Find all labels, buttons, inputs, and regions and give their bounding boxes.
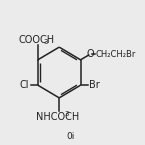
Text: Br: Br <box>89 80 100 90</box>
Text: CH₂CH₂Br: CH₂CH₂Br <box>95 49 136 59</box>
Text: COOCH: COOCH <box>18 35 55 45</box>
Text: Cl: Cl <box>20 80 29 90</box>
Text: NHCOCH: NHCOCH <box>36 112 79 122</box>
Text: O: O <box>87 49 94 59</box>
Text: 0i: 0i <box>66 132 75 141</box>
Text: 3: 3 <box>43 39 48 45</box>
Text: 3: 3 <box>65 111 69 117</box>
